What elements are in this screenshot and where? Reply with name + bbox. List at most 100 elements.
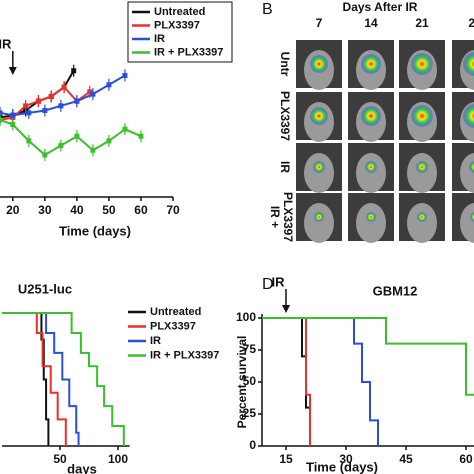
- signal: [463, 104, 474, 128]
- y-tick-label: 75: [243, 342, 257, 356]
- column-label: 14: [364, 16, 378, 30]
- signal: [314, 212, 324, 222]
- legend-label: Untreated: [150, 306, 201, 318]
- y-tick-label: 25: [243, 406, 257, 420]
- mouse-body: [356, 203, 386, 243]
- x-tick-label: 40: [70, 203, 84, 217]
- point: [0, 110, 3, 116]
- point: [122, 126, 128, 132]
- panel-b-title: Days After IR: [343, 0, 418, 14]
- point: [106, 82, 112, 88]
- chart: 20 30 40 50 60 70 Time (days) IR UntreatedPLX339…: [0, 1, 233, 238]
- signal: [366, 212, 376, 222]
- series-line: [0, 70, 75, 119]
- chart-title: U251-luc: [18, 281, 72, 296]
- annotation: IR: [272, 274, 286, 289]
- signal: [463, 52, 474, 76]
- signal: [417, 212, 427, 222]
- arrow-head: [282, 305, 290, 313]
- signal: [411, 53, 433, 75]
- y-axis-title: Percent survival: [235, 336, 249, 429]
- point: [42, 152, 48, 158]
- signal: [416, 161, 428, 173]
- annotation: IR: [0, 36, 12, 51]
- column-label: 7: [316, 16, 323, 30]
- survival-curve: [2, 312, 50, 446]
- signal: [361, 106, 381, 126]
- signal: [469, 161, 474, 173]
- point: [106, 138, 112, 144]
- column-label: 28: [468, 16, 474, 30]
- signal: [310, 55, 328, 73]
- arrow-head: [8, 67, 17, 75]
- x-tick-label: 50: [102, 203, 116, 217]
- x-tick-label: 100: [108, 452, 128, 466]
- series-line: [0, 74, 126, 117]
- row-label: IR +: [268, 206, 282, 228]
- survival-curve: [262, 317, 474, 396]
- mouse-body: [407, 203, 437, 243]
- x-tick-label: 15: [279, 452, 293, 466]
- y-tick-label: 0: [249, 438, 256, 452]
- signal: [411, 105, 433, 127]
- point: [42, 108, 48, 114]
- point: [61, 84, 67, 90]
- legend-label: PLX3397: [150, 320, 196, 332]
- x-tick-label: 60: [134, 203, 148, 217]
- mouse-body: [304, 203, 334, 243]
- x-tick-label: 20: [6, 203, 20, 217]
- x-tick-label: 45: [399, 452, 413, 466]
- survival-curve: [2, 312, 67, 446]
- mouse-body: [460, 153, 474, 193]
- chart-title: GBM12: [373, 283, 418, 298]
- point: [48, 93, 54, 99]
- row-label: PLX3397: [281, 192, 295, 242]
- panel-label: B: [262, 1, 273, 18]
- panel-label: D: [262, 276, 274, 293]
- signal: [470, 212, 474, 222]
- y-tick-label: 100: [236, 310, 256, 324]
- x-tick-label: 30: [38, 203, 52, 217]
- survival-curve: [2, 312, 125, 446]
- survival-curve: [262, 317, 311, 446]
- point: [122, 72, 128, 78]
- point: [87, 89, 93, 95]
- column-label: 21: [415, 16, 429, 30]
- legend-label: IR + PLX3397: [154, 46, 223, 58]
- x-axis-title: Time (days): [306, 459, 378, 474]
- point: [90, 91, 96, 97]
- signal: [365, 161, 377, 173]
- x-tick-label: 70: [166, 203, 180, 217]
- point: [74, 133, 80, 139]
- x-axis-title: Time (days): [59, 223, 131, 238]
- legend-label: IR: [150, 335, 161, 347]
- point: [10, 112, 16, 118]
- point: [35, 98, 41, 104]
- signal: [313, 161, 325, 173]
- legend-label: Untreated: [154, 6, 205, 18]
- point: [71, 68, 77, 74]
- series-line: [0, 118, 142, 157]
- point: [26, 110, 32, 116]
- survival-curve: [2, 312, 80, 446]
- legend-label: PLX3397: [154, 19, 200, 31]
- signal: [310, 107, 328, 125]
- x-tick-label: 60: [459, 452, 473, 466]
- x-axis-title: days: [67, 461, 97, 474]
- point: [74, 98, 80, 104]
- point: [10, 122, 16, 128]
- point: [0, 117, 3, 123]
- row-label: PLX3397: [278, 91, 292, 141]
- row-label: Untr: [278, 52, 292, 77]
- chart: 15 30 45 60 0 25 50 75 100 Time (days) Percent sur…: [235, 274, 474, 474]
- mouse-body: [460, 203, 474, 243]
- point: [138, 133, 144, 139]
- survival-curve: [262, 317, 379, 446]
- legend-label: IR + PLX3397: [150, 349, 219, 361]
- point: [23, 103, 29, 109]
- row-label: IR: [278, 161, 292, 173]
- x-tick-label: 30: [339, 452, 353, 466]
- point: [58, 143, 64, 149]
- legend-label: IR: [154, 33, 165, 45]
